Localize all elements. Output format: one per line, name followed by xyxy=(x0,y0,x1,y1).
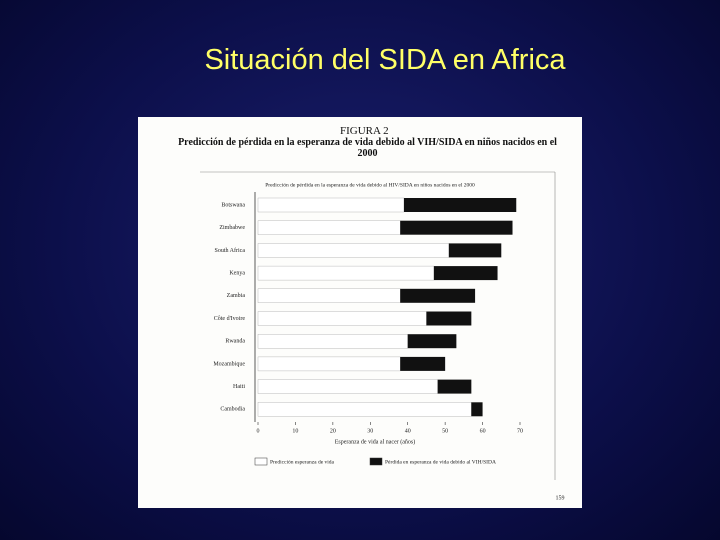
y-tick-label: Kenya xyxy=(229,270,245,276)
y-tick-label: Mozambique xyxy=(213,361,245,367)
chart-subtitle: Predicción de pérdida en la esperanza de… xyxy=(265,182,475,188)
slide-title: Situación del SIDA en Africa xyxy=(204,44,566,76)
bar-segment xyxy=(400,356,446,371)
legend-label: Predicción esperanza de vida xyxy=(270,459,335,465)
y-tick-label: Botswana xyxy=(221,202,245,208)
x-tick-label: 40 xyxy=(405,428,411,434)
bar-segment xyxy=(471,402,483,417)
bar-segment xyxy=(433,266,498,281)
bar-segment xyxy=(257,243,450,258)
y-tick-label: Rwanda xyxy=(225,339,245,345)
bar-segment xyxy=(257,311,427,326)
y-tick-label: Côte d'Ivoire xyxy=(214,316,246,322)
legend-swatch xyxy=(369,457,383,466)
y-tick-label: Zambia xyxy=(227,293,246,299)
bar-segment xyxy=(257,402,472,417)
bar-segment xyxy=(448,243,502,258)
bar-segment xyxy=(257,334,408,349)
y-tick-label: South Africa xyxy=(215,247,246,254)
x-axis-label: Esperanza de vida al nacer (años) xyxy=(335,438,415,445)
page-number: 159 xyxy=(556,495,565,501)
legend-swatch xyxy=(254,457,268,466)
y-tick-label: Cambodia xyxy=(220,407,245,413)
bar-segment xyxy=(400,288,476,303)
bar-segment xyxy=(257,197,405,213)
x-tick-label: 30 xyxy=(367,428,373,434)
bar-segment xyxy=(407,334,457,349)
bar-segment xyxy=(257,288,401,303)
bar-segment xyxy=(426,311,472,326)
y-tick-label: Zimbabwe xyxy=(219,225,245,231)
x-tick-label: 10 xyxy=(292,428,298,434)
figure-label: FIGURA 2 xyxy=(340,125,389,137)
x-tick-label: 20 xyxy=(330,428,336,434)
bar-segment xyxy=(403,198,517,212)
bar-segment xyxy=(257,356,401,372)
bar-segment xyxy=(257,379,438,394)
y-tick-label: Haiti xyxy=(233,384,245,390)
bar-segment xyxy=(437,379,472,394)
x-tick-label: 50 xyxy=(442,428,448,434)
x-tick-label: 70 xyxy=(517,428,523,434)
bar-segment xyxy=(400,220,513,235)
x-tick-label: 60 xyxy=(480,428,486,434)
bar-segment xyxy=(257,220,401,235)
bar-segment xyxy=(257,265,435,281)
figure-title: Predicción de pérdida en la esperanza de… xyxy=(178,137,557,159)
x-tick-label: 0 xyxy=(257,428,260,434)
legend-label: Pérdida en esperanza de vida debido al V… xyxy=(385,459,496,465)
